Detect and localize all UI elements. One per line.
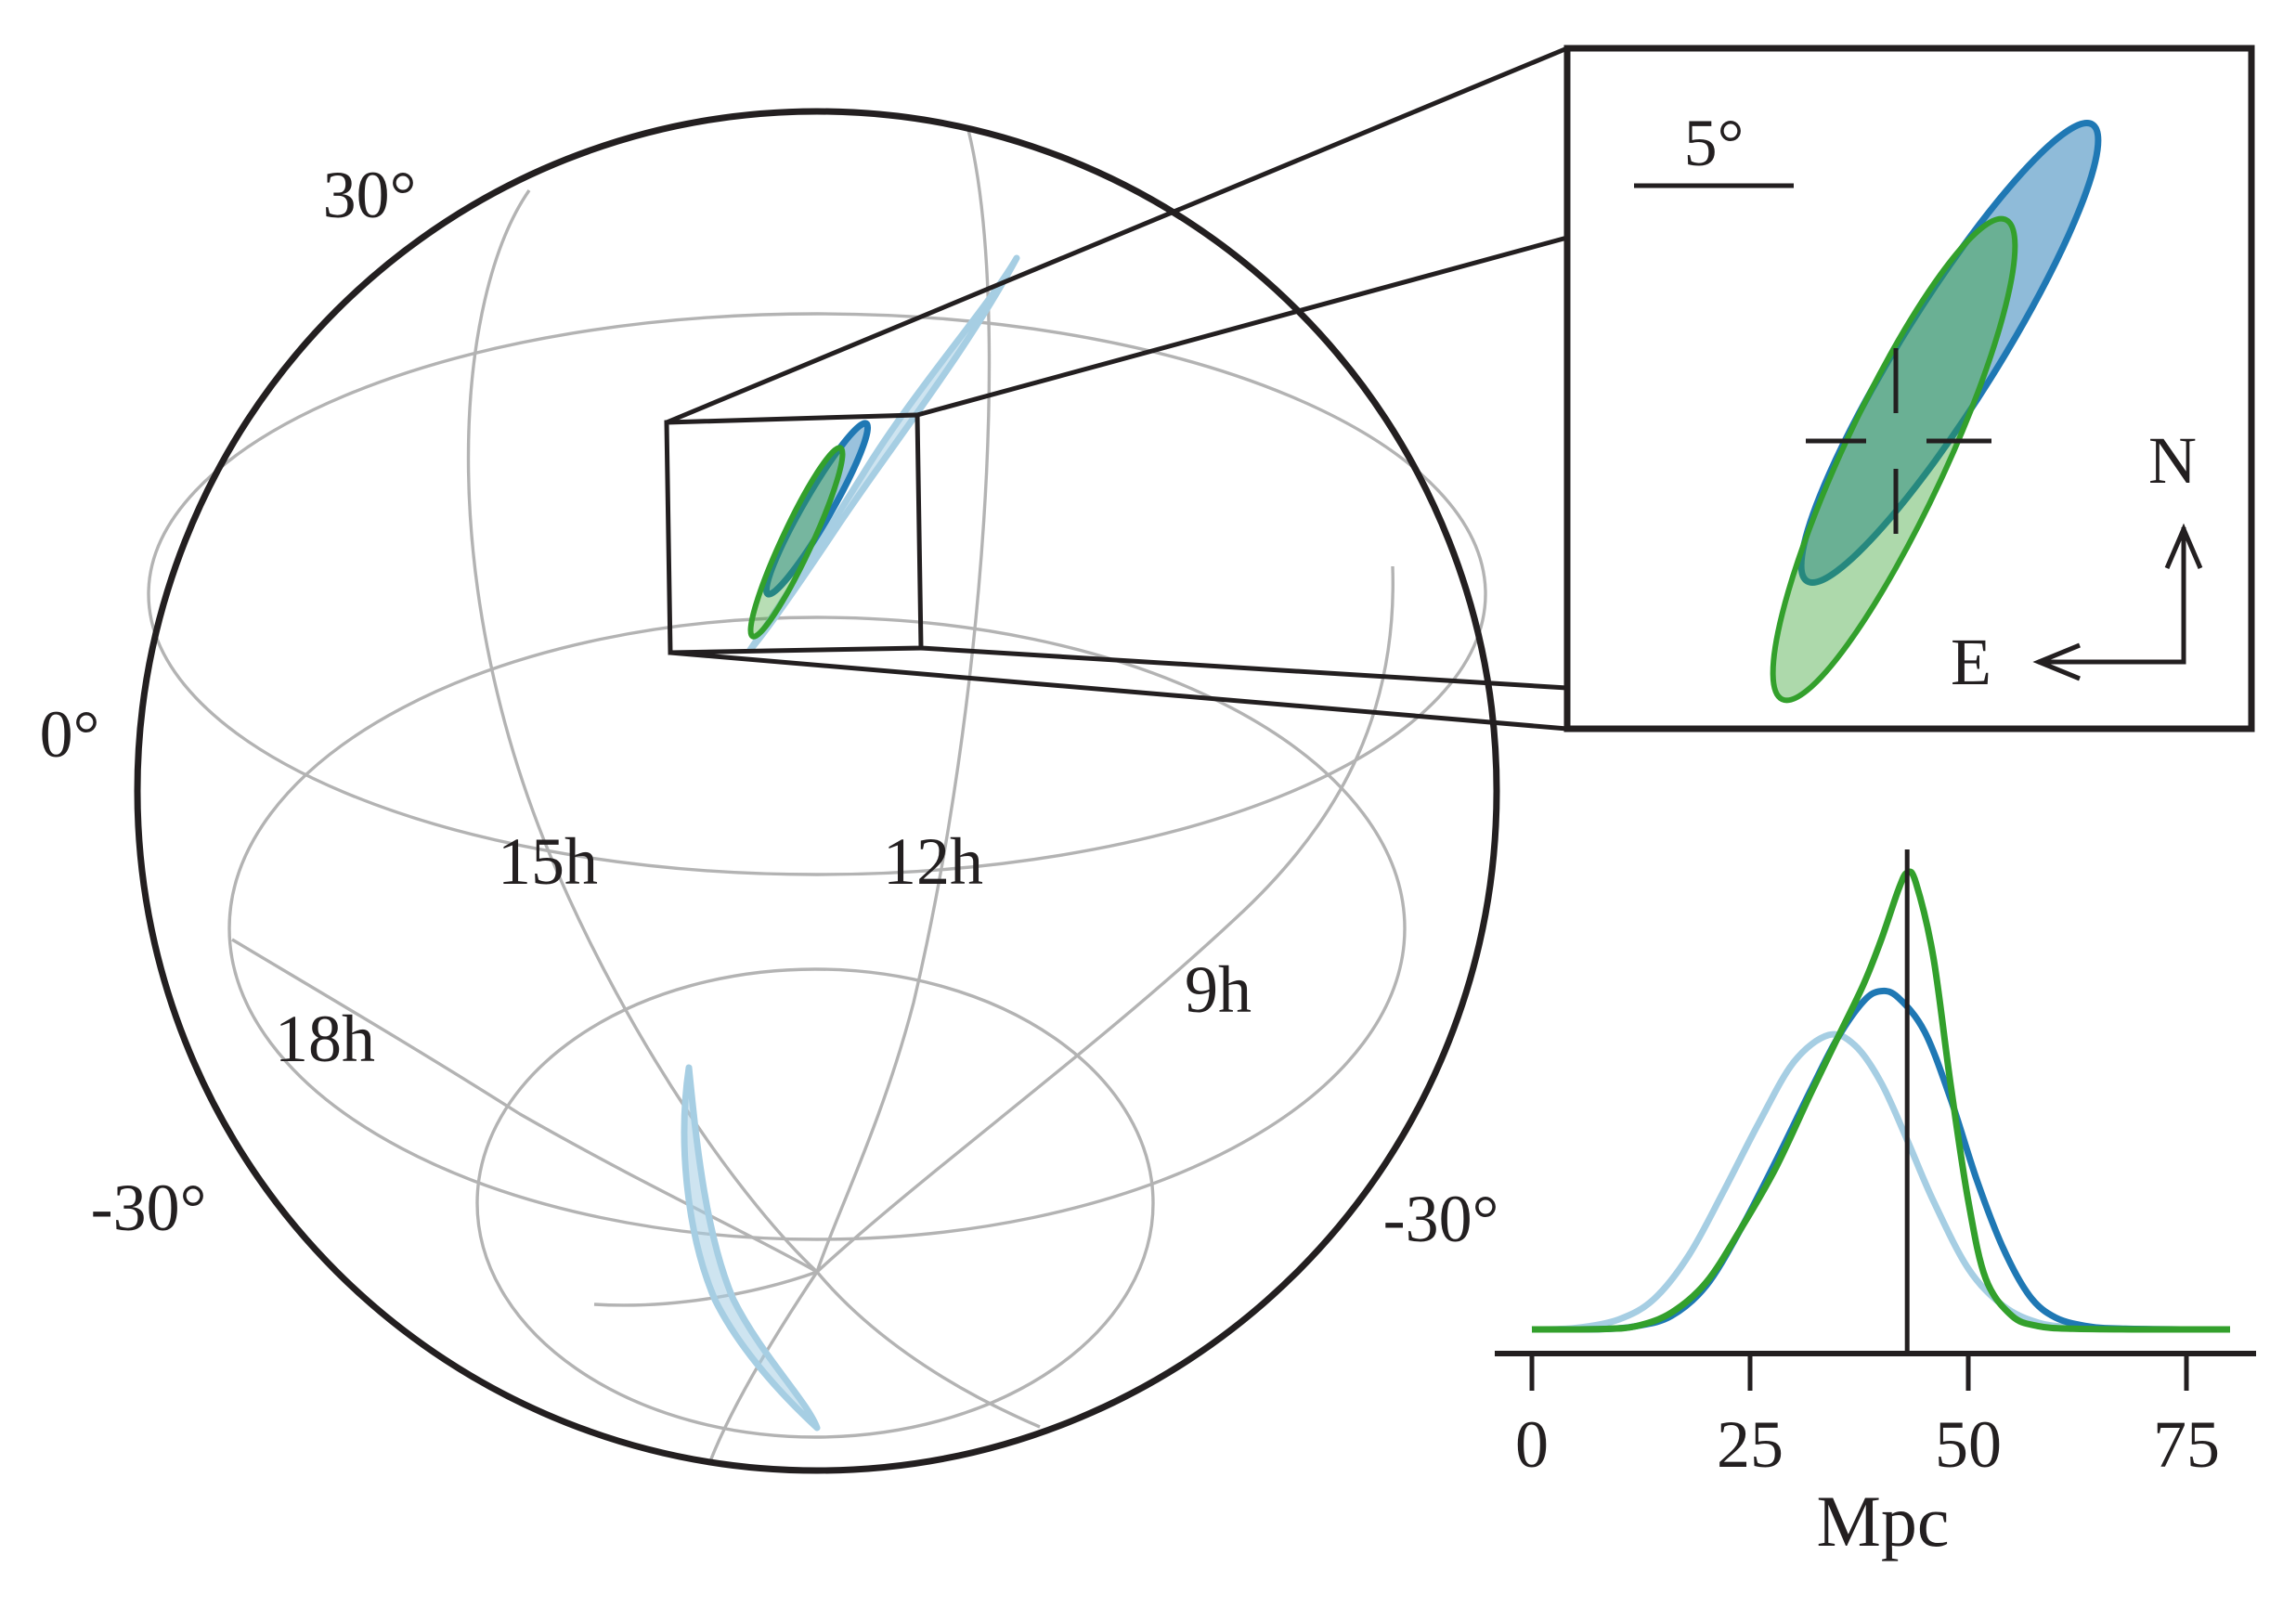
dec-label-plus30: 30° bbox=[323, 158, 417, 232]
ra-line-lower-c bbox=[593, 1270, 818, 1307]
blue-distance-curve bbox=[1531, 987, 2231, 1333]
x-tick-label-50: 50 bbox=[1935, 1407, 2002, 1482]
distance-chart: 0 25 50 75 Mpc bbox=[1495, 849, 2256, 1562]
dec-label-0: 0° bbox=[40, 697, 100, 771]
connector-top-1 bbox=[666, 45, 1568, 425]
source-crosshair bbox=[1806, 348, 1991, 534]
dec-label-minus30-right: -30° bbox=[1383, 1182, 1499, 1256]
ra-line-18h bbox=[231, 938, 818, 1274]
localization-regions bbox=[681, 254, 1020, 1432]
ra-label-18h: 18h bbox=[275, 1002, 375, 1076]
sky-globe: 30° 0° -30° -30° 15h 12h 18h 9h bbox=[40, 108, 1500, 1474]
scale-bar-label: 5° bbox=[1684, 106, 1745, 180]
ra-label-12h: 12h bbox=[883, 824, 983, 899]
ra-label-9h: 9h bbox=[1185, 953, 1252, 1027]
zoom-connectors bbox=[666, 45, 1568, 732]
light-blue-distance-curve bbox=[1531, 1030, 2230, 1333]
light-blue-region-south bbox=[681, 1064, 821, 1432]
ra-line-15h bbox=[466, 189, 819, 1274]
connector-top-2 bbox=[916, 235, 1568, 418]
green-region bbox=[747, 445, 846, 640]
x-tick-label-75: 75 bbox=[2153, 1407, 2220, 1482]
dec-line-plus30 bbox=[147, 312, 1487, 876]
ra-label-15h: 15h bbox=[498, 824, 598, 899]
connector-bottom-1 bbox=[920, 645, 1568, 691]
north-arrow-icon bbox=[2164, 523, 2203, 569]
dec-line-0 bbox=[227, 616, 1407, 1241]
distance-curves bbox=[1531, 868, 2231, 1333]
x-tick-label-0: 0 bbox=[1515, 1407, 1549, 1482]
green-distance-curve bbox=[1531, 868, 2231, 1333]
ra-line-lower-b bbox=[815, 1270, 1041, 1429]
x-axis-label: Mpc bbox=[1817, 1481, 1950, 1562]
dec-line-minus30 bbox=[475, 967, 1155, 1439]
inset-green-region bbox=[1770, 215, 2018, 704]
east-arrow-icon bbox=[2032, 642, 2081, 681]
connector-bottom-2 bbox=[669, 650, 1568, 732]
east-label: E bbox=[1951, 625, 1991, 699]
dec-label-minus30-left: -30° bbox=[91, 1171, 207, 1245]
x-ticks: 0 25 50 75 bbox=[1515, 1354, 2220, 1482]
globe-outline bbox=[137, 111, 1497, 1471]
ra-line-9h bbox=[815, 565, 1395, 1274]
north-label: N bbox=[2148, 423, 2197, 498]
x-tick-label-25: 25 bbox=[1717, 1407, 1784, 1482]
globe-labels: 30° 0° -30° -30° 15h 12h 18h 9h bbox=[40, 158, 1499, 1256]
zoom-inset: 5° N E bbox=[1563, 45, 2255, 732]
compass: N E bbox=[1951, 423, 2203, 699]
globe-border bbox=[134, 108, 1500, 1474]
